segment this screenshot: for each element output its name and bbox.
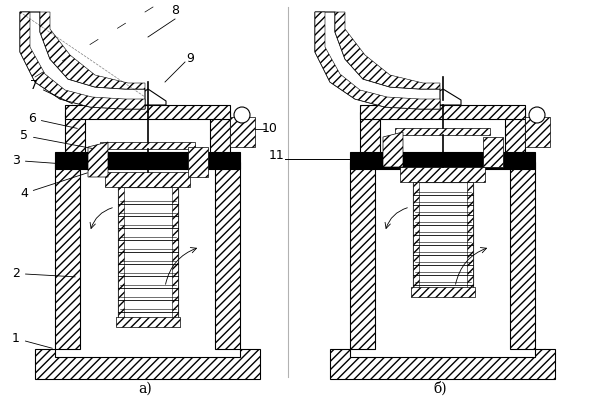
Text: а): а) [138, 382, 152, 396]
Text: 11: 11 [269, 149, 285, 162]
Polygon shape [425, 89, 461, 105]
Polygon shape [467, 182, 473, 292]
Polygon shape [210, 112, 230, 152]
Text: 5: 5 [20, 129, 92, 149]
Polygon shape [55, 152, 240, 169]
Polygon shape [100, 142, 195, 149]
Polygon shape [350, 162, 375, 349]
Bar [375, 169, 510, 349]
Polygon shape [510, 162, 535, 349]
Polygon shape [105, 172, 190, 187]
Text: 10: 10 [262, 122, 278, 135]
Text: 8: 8 [171, 4, 179, 17]
Polygon shape [172, 187, 178, 322]
Polygon shape [230, 117, 255, 147]
Polygon shape [40, 12, 145, 89]
Polygon shape [335, 12, 440, 89]
Polygon shape [413, 182, 473, 292]
Text: 7: 7 [30, 79, 73, 104]
Text: 1: 1 [12, 332, 52, 348]
Polygon shape [350, 152, 535, 169]
Circle shape [529, 107, 545, 123]
Polygon shape [315, 12, 440, 109]
Polygon shape [20, 12, 145, 109]
Polygon shape [35, 349, 260, 379]
Circle shape [234, 107, 250, 123]
Polygon shape [315, 12, 440, 109]
Polygon shape [116, 317, 180, 327]
Polygon shape [483, 137, 503, 167]
Text: 3: 3 [12, 154, 62, 167]
Polygon shape [505, 112, 525, 152]
Polygon shape [400, 167, 485, 182]
Polygon shape [395, 128, 490, 135]
Polygon shape [525, 117, 550, 147]
Polygon shape [130, 89, 166, 105]
Polygon shape [411, 287, 475, 297]
Polygon shape [383, 132, 403, 167]
Polygon shape [65, 112, 85, 152]
Polygon shape [360, 105, 525, 119]
Polygon shape [188, 147, 208, 177]
Polygon shape [360, 112, 380, 152]
Polygon shape [215, 162, 240, 349]
Polygon shape [55, 162, 80, 349]
Polygon shape [20, 12, 145, 109]
Bar [80, 169, 215, 349]
Text: 9: 9 [186, 52, 194, 65]
Polygon shape [88, 142, 108, 177]
Text: б): б) [433, 382, 447, 396]
Text: 2: 2 [12, 267, 75, 280]
Text: 6: 6 [28, 112, 77, 128]
Polygon shape [118, 187, 124, 322]
Polygon shape [65, 105, 230, 119]
Polygon shape [330, 349, 555, 379]
Polygon shape [413, 182, 419, 292]
Polygon shape [118, 187, 178, 322]
Text: 4: 4 [20, 173, 88, 200]
